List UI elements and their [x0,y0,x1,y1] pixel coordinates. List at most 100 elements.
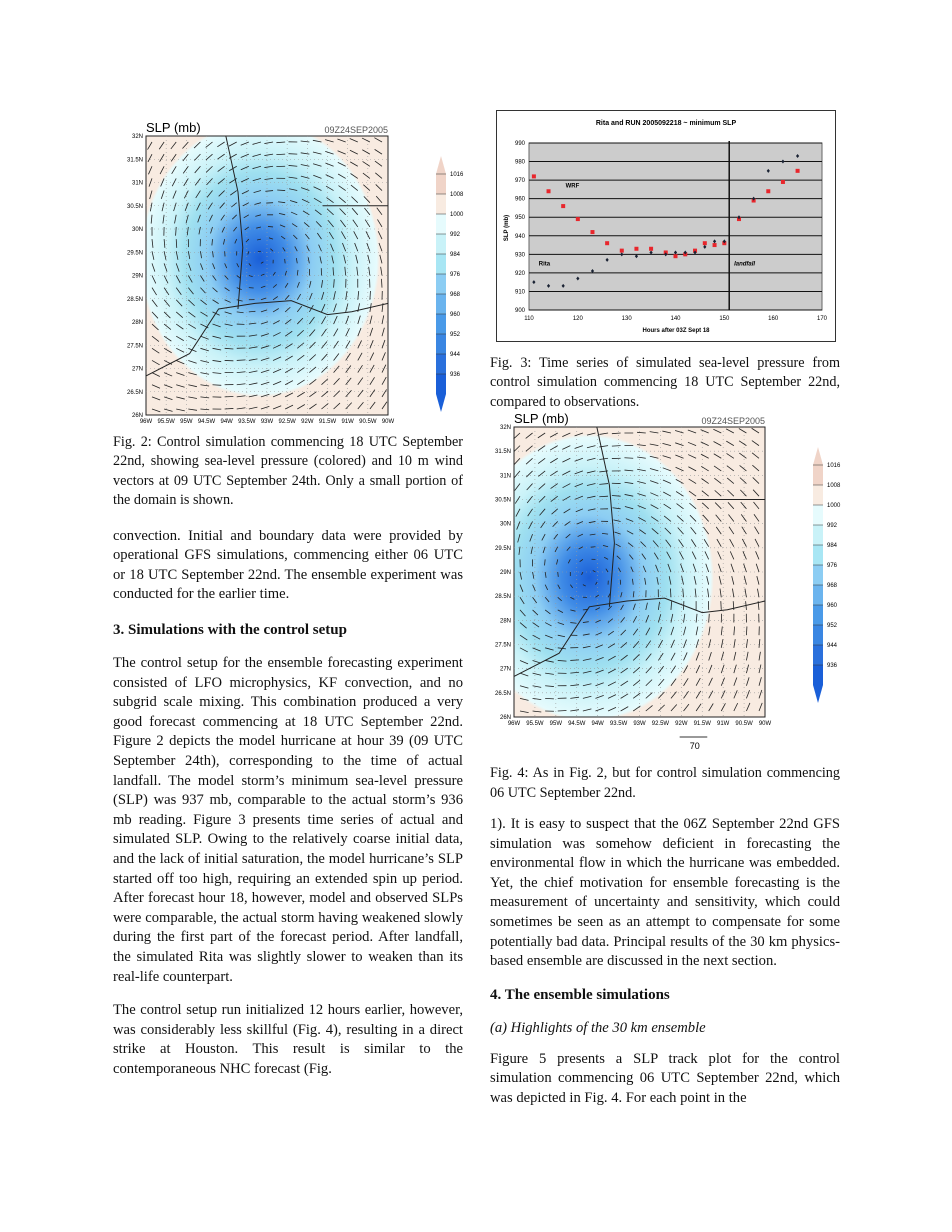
wind-vector [148,178,153,187]
wind-vector [688,478,697,485]
wind-vector [236,287,242,290]
wind-vector [284,343,293,349]
latitude-label: 30N [132,227,143,233]
wind-vector [516,521,521,530]
wind-vector [200,287,206,294]
y-tick-label: 910 [515,289,526,295]
wind-vector [175,251,179,260]
wind-vector [272,405,282,410]
wind-vector [321,341,328,349]
latitude-label: 32N [132,134,143,140]
wind-vector [175,263,180,272]
longitude-label: 92W [301,419,314,425]
wind-vector [733,690,738,699]
longitude-label: 92.5W [652,721,670,727]
wind-vector [188,372,197,376]
wind-vector [292,234,298,240]
paragraph-text: The control setup for the ensemble forec… [113,655,463,985]
wind-vector [300,175,310,179]
wind-vector [586,496,596,499]
wind-vector [595,619,602,624]
wind-vector [588,521,596,524]
wind-vector [739,465,747,472]
wind-vector [574,458,584,462]
wind-vector [718,576,722,585]
wind-vector [704,551,710,560]
wind-vector [284,355,293,361]
wind-vector [212,347,222,351]
colorbar-segment [436,334,446,354]
wind-vector [219,202,225,209]
wind-vector [337,162,346,167]
y-tick-label: 930 [515,252,526,258]
wind-vector [175,299,183,307]
wind-vector [620,706,629,712]
wind-vector [645,627,651,636]
wind-vector [236,371,246,373]
wind-vector [519,572,522,580]
wind-vector [163,251,167,260]
wind-vector [366,242,371,252]
wind-vector [176,384,185,388]
wind-vector [717,551,722,560]
wind-vector [525,458,533,465]
wind-vector [586,458,596,461]
wind-vector [733,626,735,636]
wind-vector [620,592,623,598]
wind-vector [205,165,213,173]
wind-vector [369,352,375,361]
wind-vector [708,703,714,712]
wind-vector [175,239,178,248]
wind-vector [667,563,672,573]
wind-vector [570,709,580,712]
colorbar-label: 944 [827,643,838,649]
wind-vector [538,470,546,477]
wind-vector [537,432,546,439]
longitude-label: 91.5W [319,419,337,425]
wind-vector [325,150,334,155]
colorbar-label: 976 [827,563,838,569]
wind-vector [309,304,314,313]
wind-vector [224,263,228,269]
wind-vector [582,696,592,699]
wind-vector [538,483,546,490]
wind-vector [375,172,383,179]
wind-vector [611,495,621,497]
wind-vector [746,626,748,636]
wind-vector [666,551,672,560]
wind-vector [357,377,364,385]
wind-vector [300,164,310,167]
colorbar-label: 936 [827,663,838,669]
wind-vector [708,690,714,699]
wind-vector [252,141,262,145]
wind-vector [541,534,546,541]
wind-vector [272,368,282,373]
colorbar-label: 1016 [827,463,841,469]
wrf-point [575,217,580,222]
colorbar-segment [436,374,446,394]
wind-vector [732,601,735,611]
wind-vector [345,365,352,373]
wind-vector [212,275,217,281]
wind-vector [758,651,761,661]
wind-vector [231,214,238,220]
wind-vector [695,614,698,623]
y-tick-label: 920 [515,271,526,277]
wind-vector [252,178,262,182]
wind-vector [582,683,592,687]
wind-vector [574,496,584,500]
colorbar-segment [813,585,823,606]
wind-vector [175,323,184,330]
latitude-label: 32N [500,425,511,431]
wind-vector [248,263,252,267]
wind-vector [545,685,554,688]
wind-vector [260,333,270,337]
wind-vector [175,275,181,284]
colorbar-segment [436,174,446,194]
latitude-label: 30.5N [495,498,511,504]
colorbar-segment [813,645,823,666]
wind-vector [163,396,173,400]
wind-vector [224,275,229,280]
wind-vector [170,153,177,162]
wind-vector [595,607,601,611]
